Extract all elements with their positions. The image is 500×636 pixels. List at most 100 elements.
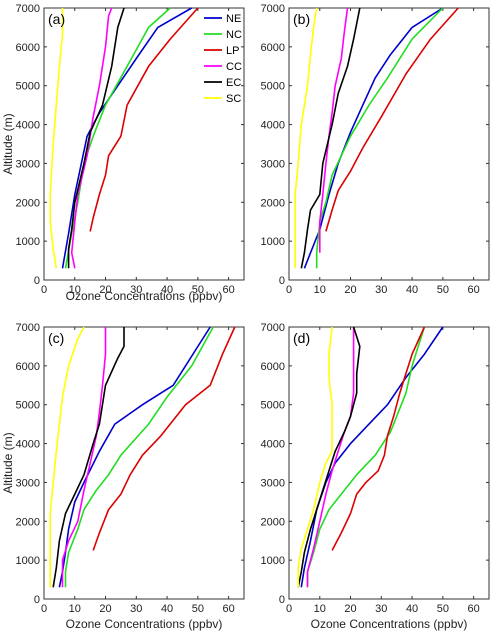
series-line-sc bbox=[49, 8, 64, 269]
series-line-ec bbox=[67, 7, 125, 269]
series-line-ne bbox=[303, 7, 444, 269]
x-tick-label: 20 bbox=[99, 603, 111, 615]
legend: NE NC LP CC EC SC bbox=[204, 13, 242, 105]
panel-a: 0 10 20 30 40 50 60 0 1000 2000 3000 4000 5000 6000 70… bbox=[1, 3, 245, 303]
y-tick-label: 1000 bbox=[16, 555, 40, 567]
y-tick-label: 7000 bbox=[16, 322, 40, 334]
x-tick-label: 40 bbox=[161, 284, 173, 296]
y-tick-label: 1000 bbox=[261, 236, 285, 248]
x-tick-label: 0 bbox=[286, 603, 292, 615]
y-tick-label: 2000 bbox=[261, 197, 285, 209]
y-tick-label: 5000 bbox=[261, 81, 285, 93]
y-tick-label: 1000 bbox=[16, 236, 40, 248]
series-line-ec bbox=[297, 326, 361, 588]
x-tick-label: 50 bbox=[437, 284, 449, 296]
x-tick-label: 40 bbox=[161, 603, 173, 615]
y-tick-label: 3000 bbox=[261, 477, 285, 489]
series-line-nc bbox=[315, 7, 444, 269]
y-tick-label: 3000 bbox=[261, 158, 285, 170]
y-tick-label: 4000 bbox=[16, 120, 40, 132]
x-tick-label: 30 bbox=[130, 284, 142, 296]
x-tick-label: 20 bbox=[99, 284, 111, 296]
series-line-nc bbox=[64, 7, 171, 269]
panel-label: (a) bbox=[48, 11, 65, 27]
plot-area bbox=[43, 7, 245, 281]
y-tick-label: 6000 bbox=[261, 361, 285, 373]
plot-area bbox=[288, 326, 490, 600]
y-tick-label: 4000 bbox=[261, 439, 285, 451]
panel-b: 0 10 20 30 40 50 60 0 1000 2000 3000 4000 5000 6000 70… bbox=[261, 3, 490, 296]
legend-label-nc: NC bbox=[226, 29, 242, 41]
panel-c: 0 10 20 30 40 50 60 0 1000 2000 3000 4000 5000 6000 70… bbox=[1, 322, 245, 631]
x-tick-label: 10 bbox=[69, 603, 81, 615]
series-line-lp bbox=[89, 7, 199, 232]
x-tick-label: 60 bbox=[467, 603, 479, 615]
legend-label-ec: EC bbox=[226, 77, 241, 89]
series-line-sc bbox=[297, 326, 333, 588]
x-tick-label: 50 bbox=[437, 603, 449, 615]
y-tick-label: 7000 bbox=[261, 3, 285, 15]
series-line-lp bbox=[331, 326, 426, 551]
plot-area bbox=[288, 7, 490, 281]
y-tick-label: 0 bbox=[34, 275, 40, 287]
series-line-cc bbox=[319, 7, 349, 253]
series-line-nc bbox=[306, 326, 426, 588]
x-tick-label: 0 bbox=[286, 284, 292, 296]
x-tick-label: 60 bbox=[467, 284, 479, 296]
panel-label: (d) bbox=[293, 330, 310, 346]
x-tick-label: 20 bbox=[344, 603, 356, 615]
legend-label-sc: SC bbox=[226, 93, 241, 105]
x-tick-label: 50 bbox=[192, 284, 204, 296]
series-line-cc bbox=[61, 327, 107, 588]
x-tick-label: 0 bbox=[41, 603, 47, 615]
x-tick-label: 20 bbox=[344, 284, 356, 296]
y-tick-label: 2000 bbox=[261, 516, 285, 528]
x-axis-label: Ozone Concentrations (ppbv) bbox=[311, 617, 468, 631]
series-line-lp bbox=[92, 326, 236, 551]
y-tick-label: 6000 bbox=[16, 42, 40, 54]
x-tick-label: 10 bbox=[69, 284, 81, 296]
y-tick-label: 7000 bbox=[16, 3, 40, 15]
panel-label: (c) bbox=[48, 330, 64, 346]
y-tick-label: 2000 bbox=[16, 516, 40, 528]
series-line-ec bbox=[52, 327, 125, 588]
x-tick-label: 40 bbox=[406, 603, 418, 615]
series-line-sc bbox=[49, 326, 85, 588]
x-tick-label: 50 bbox=[192, 603, 204, 615]
y-tick-label: 3000 bbox=[16, 477, 40, 489]
x-tick-label: 30 bbox=[130, 603, 142, 615]
x-tick-label: 30 bbox=[375, 284, 387, 296]
panel-label: (b) bbox=[293, 11, 310, 27]
x-tick-label: 60 bbox=[222, 603, 234, 615]
y-tick-label: 1000 bbox=[261, 555, 285, 567]
legend-label-cc: CC bbox=[226, 61, 242, 73]
x-axis-label: Ozone Concentrations (ppbv) bbox=[66, 617, 223, 631]
series-line-nc bbox=[64, 326, 214, 588]
x-axis-label: Ozone Concentrations (ppbv) bbox=[66, 289, 223, 303]
legend-label-ne: NE bbox=[226, 13, 241, 25]
y-tick-label: 2000 bbox=[16, 197, 40, 209]
y-tick-label: 5000 bbox=[16, 400, 40, 412]
y-tick-label: 0 bbox=[279, 275, 285, 287]
y-tick-label: 0 bbox=[279, 594, 285, 606]
y-tick-label: 0 bbox=[34, 594, 40, 606]
y-tick-label: 3000 bbox=[16, 158, 40, 170]
y-tick-label: 4000 bbox=[261, 120, 285, 132]
y-tick-label: 6000 bbox=[16, 361, 40, 373]
x-tick-label: 40 bbox=[406, 284, 418, 296]
y-axis-label: Altitude (m) bbox=[1, 432, 15, 493]
series-line-cc bbox=[306, 327, 355, 588]
y-tick-label: 6000 bbox=[261, 42, 285, 54]
x-tick-label: 10 bbox=[314, 284, 326, 296]
series-line-sc bbox=[294, 7, 318, 269]
y-tick-label: 5000 bbox=[16, 81, 40, 93]
legend-label-lp: LP bbox=[226, 45, 239, 57]
plot-area bbox=[43, 326, 245, 600]
series-line-lp bbox=[325, 7, 459, 232]
x-tick-label: 0 bbox=[41, 284, 47, 296]
series-line-ne bbox=[300, 326, 444, 588]
x-tick-label: 10 bbox=[314, 603, 326, 615]
y-tick-label: 4000 bbox=[16, 439, 40, 451]
series-line-ec bbox=[300, 7, 361, 269]
